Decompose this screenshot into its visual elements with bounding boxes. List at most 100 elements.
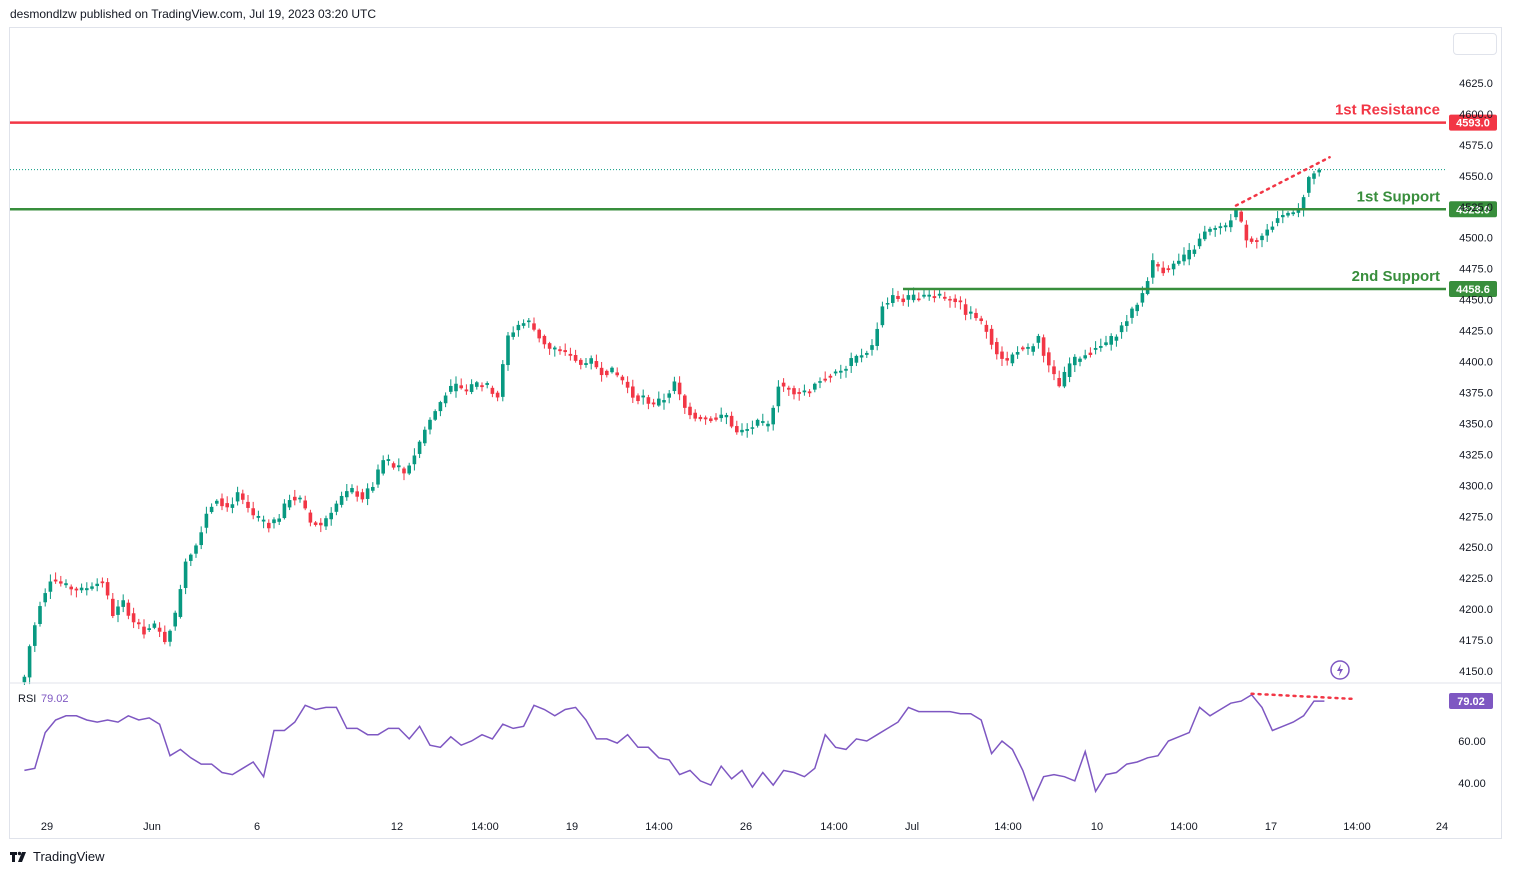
candle-body <box>1005 358 1009 361</box>
candle-body <box>709 418 713 422</box>
candle-body <box>1218 226 1223 229</box>
candle-body <box>1021 347 1025 350</box>
candle-body <box>1291 212 1295 215</box>
candle-body <box>277 518 281 522</box>
candle-body <box>807 391 812 394</box>
candle-body <box>792 388 796 395</box>
price-divergence-line <box>1234 156 1331 207</box>
candle-body <box>641 395 645 398</box>
candle-body <box>220 498 224 507</box>
candle-body <box>183 561 188 588</box>
candle-body <box>828 375 833 378</box>
candle-body <box>1083 355 1087 359</box>
candle-body <box>1171 263 1176 270</box>
candle-body <box>761 421 765 423</box>
candle-body <box>194 545 198 554</box>
candle-body <box>854 355 859 363</box>
candle-body <box>490 387 495 394</box>
candle-body <box>209 506 214 513</box>
candle-body <box>620 376 625 381</box>
candle-body <box>485 383 489 385</box>
candle-body <box>516 324 521 331</box>
candle-body <box>178 589 183 617</box>
time-tick-label: 14:00 <box>471 821 499 833</box>
candle-body <box>27 646 32 678</box>
candle-body <box>1296 208 1301 213</box>
level-price-badge-text: 4593.0 <box>1456 118 1490 130</box>
candle-body <box>672 381 677 392</box>
candle-body <box>386 459 391 461</box>
candle-body <box>906 295 911 300</box>
candle-body <box>849 358 853 366</box>
price-tick-label: 4150.0 <box>1459 666 1493 678</box>
candle-body <box>1229 220 1233 228</box>
candle-body <box>157 627 162 632</box>
chart-settings-box[interactable] <box>1453 33 1497 55</box>
candle-body <box>506 335 510 366</box>
candle-body <box>1213 227 1217 230</box>
candle-body <box>105 582 110 596</box>
chart-frame <box>9 27 1502 839</box>
candle-body <box>85 588 89 591</box>
candle-body <box>1260 235 1264 241</box>
candle-body <box>1099 346 1103 348</box>
time-tick-label: 19 <box>566 821 578 833</box>
candle-body <box>1109 336 1113 345</box>
candle-body <box>974 312 978 319</box>
candle-body <box>79 587 84 591</box>
candle-body <box>1208 228 1212 232</box>
candle-body <box>1015 351 1020 355</box>
candle-body <box>646 397 651 404</box>
price-tick-label: 4325.0 <box>1459 449 1493 461</box>
footer-brand[interactable]: TradingView <box>10 849 105 864</box>
candle-body <box>428 419 432 430</box>
candle-body <box>95 583 99 587</box>
candle-body <box>1317 169 1321 173</box>
candle-body <box>230 504 235 508</box>
price-tick-label: 4500.0 <box>1459 233 1493 245</box>
price-tick-label: 4200.0 <box>1459 604 1493 616</box>
candle-body <box>984 324 989 332</box>
price-tick-label: 4300.0 <box>1459 480 1493 492</box>
candle-body <box>527 320 531 323</box>
candle-body <box>953 298 957 303</box>
candle-body <box>397 465 401 468</box>
candle-body <box>256 515 261 518</box>
candle-body <box>610 367 614 373</box>
candle-body <box>267 522 271 529</box>
price-tick-label: 4400.0 <box>1459 357 1493 369</box>
candle-body <box>1177 260 1181 264</box>
candle-body <box>459 385 463 389</box>
candle-body <box>891 295 895 303</box>
candle-body <box>443 395 448 404</box>
candle-body <box>121 600 125 607</box>
candle-body <box>797 392 801 394</box>
candle-body <box>771 407 775 425</box>
candle-body <box>501 364 505 397</box>
candle-body <box>1140 293 1145 303</box>
candle-body <box>880 306 885 326</box>
candle-body <box>932 296 937 299</box>
candle-body <box>979 318 983 321</box>
level-label: 1st Resistance <box>1335 102 1440 119</box>
candle-body <box>371 486 375 491</box>
time-tick-label: 17 <box>1265 821 1277 833</box>
candle-body <box>1197 238 1202 247</box>
candle-body <box>53 579 58 582</box>
candle-body <box>147 628 151 631</box>
level-label: 2nd Support <box>1352 268 1440 285</box>
candle-body <box>781 382 786 387</box>
candle-body <box>402 468 406 474</box>
candle-body <box>688 406 692 416</box>
candle-body <box>381 460 385 474</box>
candle-body <box>376 469 380 485</box>
time-tick-label: 14:00 <box>820 821 848 833</box>
candle-body <box>355 491 359 497</box>
candle-body <box>1301 197 1306 211</box>
candle-body <box>282 503 287 519</box>
candle-body <box>922 294 926 297</box>
candle-body <box>963 304 968 315</box>
candle-body <box>719 414 723 419</box>
rsi-tick-label: 60.00 <box>1458 736 1486 748</box>
